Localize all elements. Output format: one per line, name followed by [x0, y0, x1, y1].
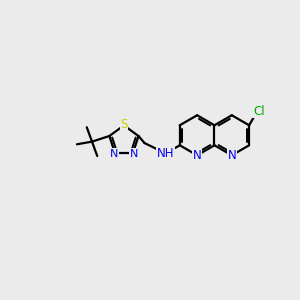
- Text: Cl: Cl: [253, 105, 265, 118]
- Text: N: N: [110, 149, 118, 159]
- Text: NH: NH: [157, 147, 175, 160]
- Text: N: N: [130, 149, 138, 159]
- Text: N: N: [193, 149, 202, 162]
- Text: S: S: [120, 118, 128, 131]
- Text: N: N: [227, 149, 236, 162]
